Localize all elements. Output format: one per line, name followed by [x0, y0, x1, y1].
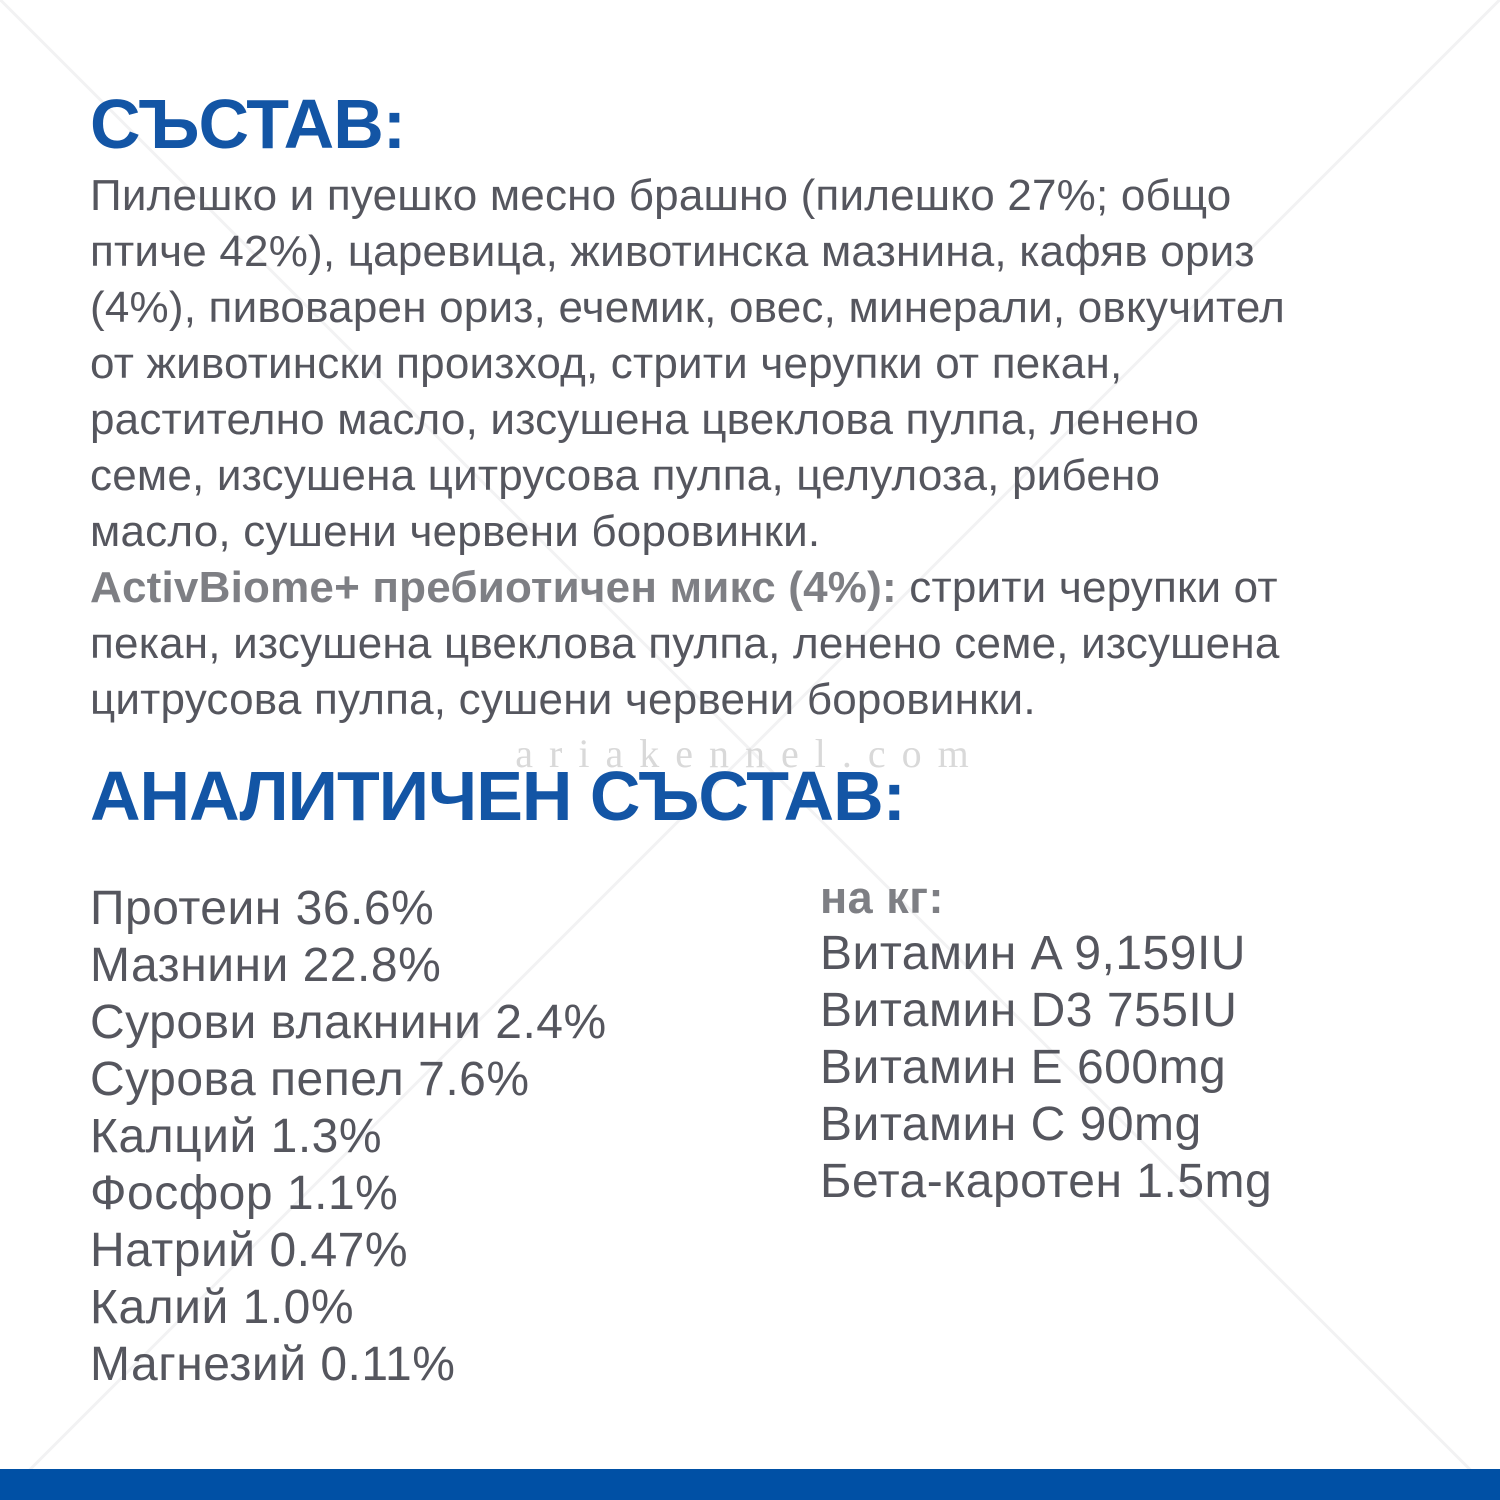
vitamin-row: Бета-каротен 1.5mg [820, 1155, 1273, 1208]
prebiotic-mix-line: цитрусова пулпа, сушени червени боровинк… [90, 675, 1036, 724]
nutrient-row: Магнезий 0.11% [90, 1338, 456, 1391]
ingredients-line: семе, изсушена цитрусова пулпа, целулоза… [90, 451, 1161, 500]
nutrient-row: Калий 1.0% [90, 1281, 355, 1334]
ingredients-line: птиче 42%), царевица, животинска мазнина… [90, 227, 1255, 276]
nutrient-row: Сурови влакнини 2.4% [90, 996, 607, 1049]
nutrient-row: Сурова пепел 7.6% [90, 1053, 530, 1106]
per-kg-label: на кг: [820, 872, 944, 923]
ingredients-line: масло, сушени червени боровинки. [90, 507, 821, 556]
nutrient-row: Мазнини 22.8% [90, 939, 442, 992]
nutrient-row: Протеин 36.6% [90, 882, 435, 935]
vitamin-row: Витамин E 600mg [820, 1041, 1227, 1094]
watermark-text: ariakennel.com [515, 731, 985, 776]
prebiotic-mix-label: ActivBiome+ пребиотичен микс (4%): [90, 563, 897, 612]
ingredients-line: (4%), пивоварен ориз, ечемик, овес, мине… [90, 283, 1285, 332]
analytical-composition-title: АНАЛИТИЧЕН СЪСТАВ: [90, 757, 906, 835]
ingredients-line: растително масло, изсушена цвеклова пулп… [90, 395, 1200, 444]
vitamin-row: Витамин D3 755IU [820, 984, 1238, 1037]
prebiotic-mix-line: пекан, изсушена цвеклова пулпа, ленено с… [90, 619, 1280, 668]
vitamin-row: Витамин A 9,159IU [820, 927, 1246, 980]
nutrient-row: Фосфор 1.1% [90, 1167, 399, 1220]
bottom-blue-bar [0, 1469, 1500, 1500]
prebiotic-mix-line: ActivBiome+ пребиотичен микс (4%): стрит… [90, 560, 1450, 616]
vitamins-list: на кг: Витамин A 9,159IU Витамин D3 755I… [820, 870, 1272, 1210]
nutrient-row: Натрий 0.47% [90, 1224, 409, 1277]
ingredients-line: Пилешко и пуешко месно брашно (пилешко 2… [90, 171, 1232, 220]
nutrients-list: Протеин 36.6% Мазнини 22.8% Сурови влакн… [90, 880, 607, 1393]
nutrient-row: Калций 1.3% [90, 1110, 383, 1163]
ingredients-paragraph: Пилешко и пуешко месно брашно (пилешко 2… [90, 168, 1450, 728]
vitamin-row: Витамин C 90mg [820, 1098, 1202, 1151]
composition-title: СЪСТАВ: [90, 85, 406, 163]
prebiotic-mix-text: стрити черупки от [896, 563, 1278, 612]
ingredients-line: от животински произход, стрити черупки о… [90, 339, 1123, 388]
